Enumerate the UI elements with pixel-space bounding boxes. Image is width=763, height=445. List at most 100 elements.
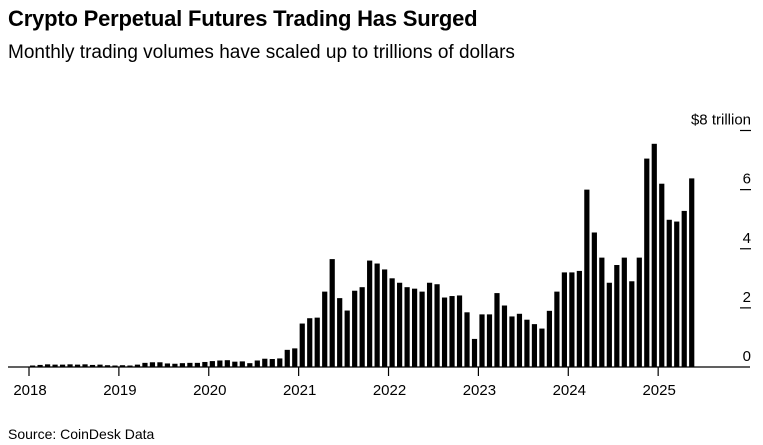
y-tick-label: 0: [743, 348, 751, 365]
bar: [509, 316, 515, 367]
bar: [239, 361, 245, 367]
bar: [299, 323, 305, 367]
bar: [119, 365, 126, 367]
bar: [292, 348, 298, 367]
bar: [576, 270, 582, 367]
x-tick-label: 2024: [553, 382, 586, 399]
bar: [599, 257, 605, 367]
chart-title: Crypto Perpetual Futures Trading Has Sur…: [8, 6, 478, 31]
bar: [419, 291, 425, 367]
bar: [52, 364, 58, 367]
bar: [389, 278, 395, 367]
bar: [441, 297, 448, 367]
bar: [411, 288, 418, 367]
bar: [591, 232, 597, 367]
bar: [516, 313, 523, 367]
bar: [546, 310, 553, 367]
bar: [112, 365, 118, 367]
y-tick-label: $8 trillion: [691, 112, 751, 129]
bar: [44, 364, 51, 367]
x-tick-label: 2023: [463, 382, 496, 399]
bar: [74, 364, 81, 367]
bar: [277, 358, 283, 367]
bar: [134, 364, 141, 367]
bar: [127, 365, 133, 367]
bar: [67, 364, 73, 367]
bar: [59, 364, 66, 367]
bar: [224, 360, 230, 367]
bar: [367, 260, 373, 367]
y-tick-label: 6: [743, 171, 751, 188]
bar: [232, 361, 238, 367]
bar: [659, 183, 665, 367]
bar: [89, 364, 96, 367]
bar: [254, 360, 260, 367]
bar: [314, 317, 320, 367]
bar: [217, 360, 223, 367]
bar: [284, 349, 290, 367]
bar: [539, 328, 545, 367]
bar: [621, 257, 627, 367]
bar: [202, 361, 208, 367]
bar-series: [30, 143, 695, 368]
source-note: Source: CoinDesk Data: [8, 426, 155, 442]
bar: [689, 178, 695, 367]
bar: [149, 362, 156, 367]
bar: [269, 359, 275, 367]
bar: [456, 295, 463, 367]
bar: [561, 272, 567, 367]
chart-subtitle: Monthly trading volumes have scaled up t…: [8, 42, 515, 63]
x-tick-label: 2022: [373, 382, 406, 399]
bar: [494, 293, 500, 367]
bar: [501, 305, 508, 367]
bar: [606, 282, 612, 367]
bar: [614, 265, 620, 367]
bar: [382, 269, 388, 367]
bar: [359, 287, 365, 367]
bar: [554, 291, 560, 367]
bar: [209, 361, 215, 367]
bar: [30, 365, 36, 367]
x-tick-label: 2020: [193, 382, 226, 399]
bar: [157, 362, 163, 367]
bar: [194, 362, 200, 367]
bar: [329, 259, 335, 367]
bar: [666, 219, 672, 367]
bar: [97, 364, 103, 367]
bar: [636, 257, 642, 367]
bar: [37, 364, 43, 367]
bar: [479, 314, 485, 367]
bar: [322, 291, 328, 367]
bar: [486, 314, 493, 367]
bar: [629, 281, 635, 367]
bar: [352, 290, 358, 367]
x-tick-label: 2018: [13, 382, 46, 399]
bar: [344, 310, 350, 367]
bar: [337, 298, 343, 367]
bar: [426, 282, 433, 367]
bar: [142, 362, 148, 367]
bar: [187, 362, 193, 367]
bar: [397, 282, 403, 367]
y-axis: 0 2 4 6 $8 trillion: [691, 112, 751, 365]
x-tick-label: 2019: [103, 382, 136, 399]
bar: [104, 365, 111, 367]
bar: [471, 338, 478, 367]
bar: [307, 318, 313, 367]
bar: [584, 189, 590, 368]
bar: [82, 364, 88, 367]
bar: [172, 363, 178, 367]
bar: [524, 319, 530, 367]
bar: [247, 363, 253, 367]
bar: [644, 158, 650, 367]
bar: [651, 143, 657, 367]
bar: [404, 287, 410, 367]
bar: [681, 210, 687, 367]
bar: [374, 263, 380, 367]
x-tick-label: 2025: [642, 382, 675, 399]
bar: [262, 358, 268, 367]
bar: [674, 221, 680, 367]
bar: [464, 312, 470, 367]
bar-chart: 0 2 4 6 $8 trillion 2018 2019 2020 2021 2022 2023…: [8, 112, 751, 399]
y-tick-label: 4: [743, 230, 751, 247]
